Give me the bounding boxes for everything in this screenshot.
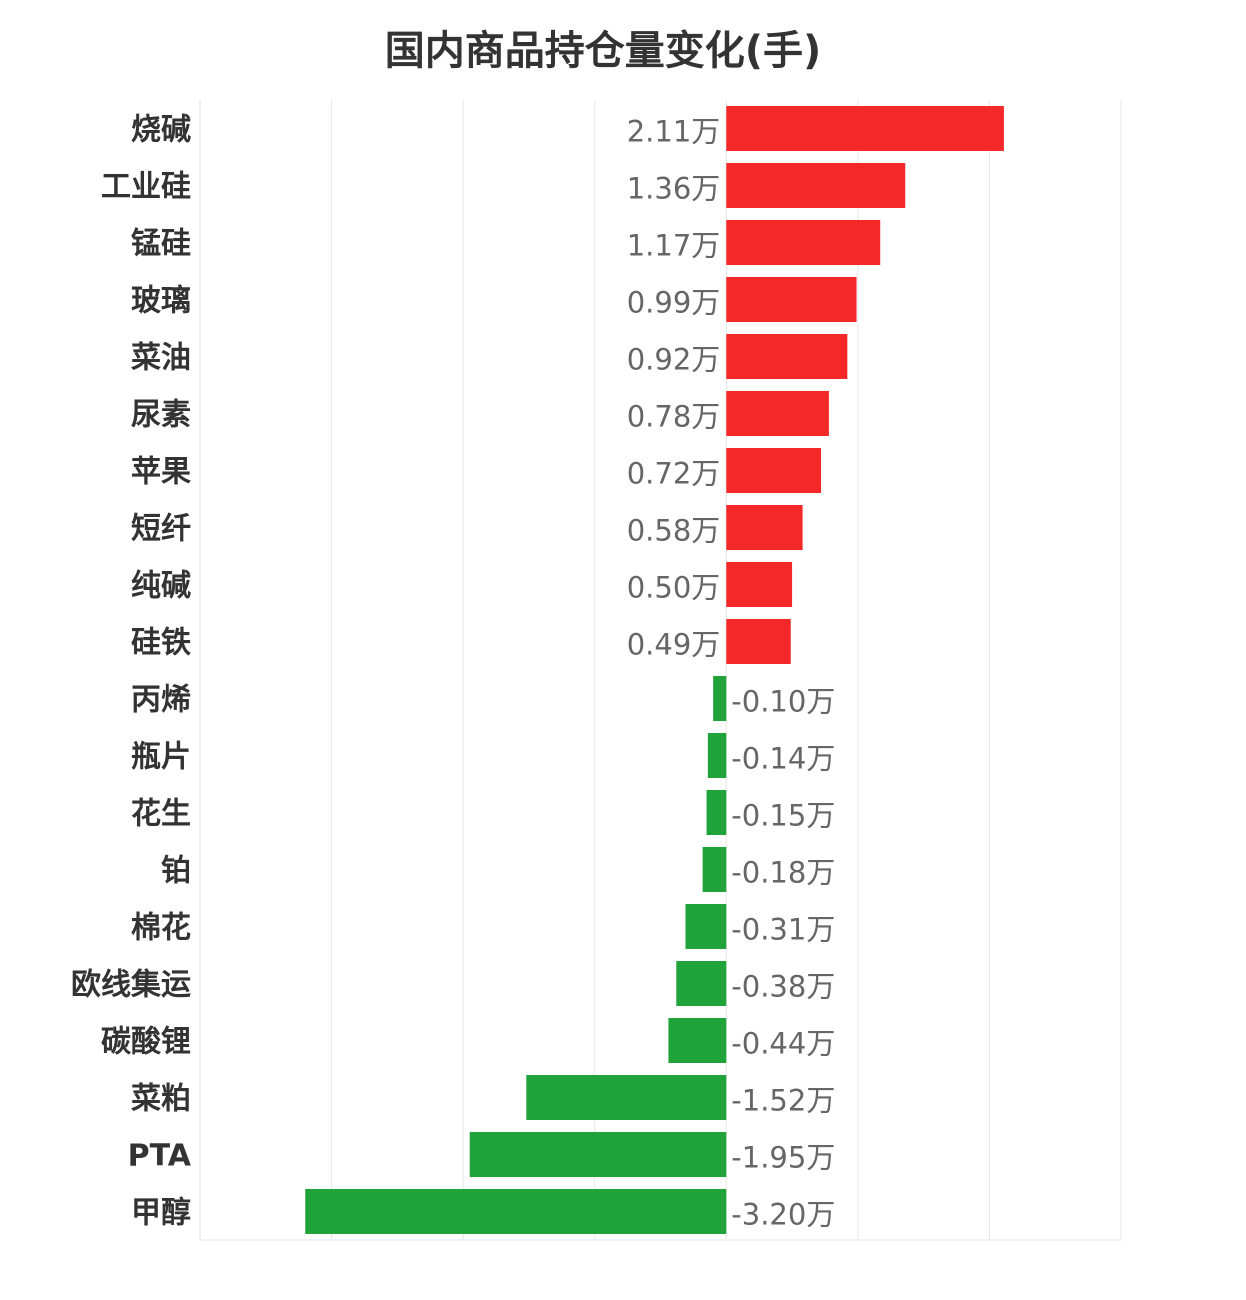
bar-12 xyxy=(706,789,727,836)
value-label: 1.17万 xyxy=(627,229,721,263)
value-label: -0.18万 xyxy=(731,856,835,890)
bar-19 xyxy=(305,1188,727,1235)
category-label: 丙烯 xyxy=(131,683,191,718)
category-label: 尿素 xyxy=(131,398,191,433)
value-label: -0.38万 xyxy=(731,970,835,1004)
bar-16 xyxy=(668,1017,727,1064)
category-label: 工业硅 xyxy=(101,170,191,205)
bar-14 xyxy=(685,903,727,950)
bar-9 xyxy=(726,618,791,665)
bar-4 xyxy=(726,333,848,380)
value-label: 0.72万 xyxy=(627,457,721,491)
value-label: 0.50万 xyxy=(627,571,721,605)
bar-15 xyxy=(676,960,727,1007)
value-label: -0.15万 xyxy=(731,799,835,833)
value-label: -0.31万 xyxy=(731,913,835,947)
bar-13 xyxy=(702,846,727,893)
value-label: 0.92万 xyxy=(627,343,721,377)
bar-2 xyxy=(726,219,881,266)
category-label: PTA xyxy=(128,1139,192,1174)
bar-0 xyxy=(726,105,1004,152)
value-label: -0.10万 xyxy=(731,685,835,719)
value-label: -1.95万 xyxy=(731,1141,835,1175)
bar-1 xyxy=(726,162,906,209)
bar-8 xyxy=(726,561,793,608)
category-label: 碳酸锂 xyxy=(101,1025,191,1060)
value-label: 0.99万 xyxy=(627,286,721,320)
bar-6 xyxy=(726,447,822,494)
category-label: 硅铁 xyxy=(131,626,191,661)
category-label: 苹果 xyxy=(131,455,191,490)
category-label: 短纤 xyxy=(131,512,191,547)
value-label: 1.36万 xyxy=(627,172,721,206)
category-label: 瓶片 xyxy=(131,740,191,775)
bar-11 xyxy=(707,732,727,779)
bar-17 xyxy=(526,1074,727,1121)
category-label: 玻璃 xyxy=(131,284,191,319)
category-label: 烧碱 xyxy=(131,113,191,148)
value-label: 0.58万 xyxy=(627,514,721,548)
bar-5 xyxy=(726,390,829,437)
bar-7 xyxy=(726,504,803,551)
category-label: 棉花 xyxy=(131,911,191,946)
category-label: 铂 xyxy=(161,854,191,889)
category-label: 花生 xyxy=(131,797,191,832)
bar-3 xyxy=(726,276,857,323)
category-label: 甲醇 xyxy=(131,1196,191,1231)
value-label: -3.20万 xyxy=(731,1198,835,1232)
category-label: 锰硅 xyxy=(131,227,191,262)
value-label: 0.78万 xyxy=(627,400,721,434)
bar-10 xyxy=(713,675,727,722)
chart-title: 国内商品持仓量变化(手) xyxy=(384,28,822,74)
category-label: 欧线集运 xyxy=(71,968,191,1003)
value-label: 0.49万 xyxy=(627,628,721,662)
category-label: 菜油 xyxy=(131,341,191,376)
value-label: -0.14万 xyxy=(731,742,835,776)
value-label: 2.11万 xyxy=(627,115,721,149)
value-label: -0.44万 xyxy=(731,1027,835,1061)
value-label: -1.52万 xyxy=(731,1084,835,1118)
category-label: 菜粕 xyxy=(131,1082,191,1117)
bar-18 xyxy=(469,1131,727,1178)
category-label: 纯碱 xyxy=(131,569,191,604)
